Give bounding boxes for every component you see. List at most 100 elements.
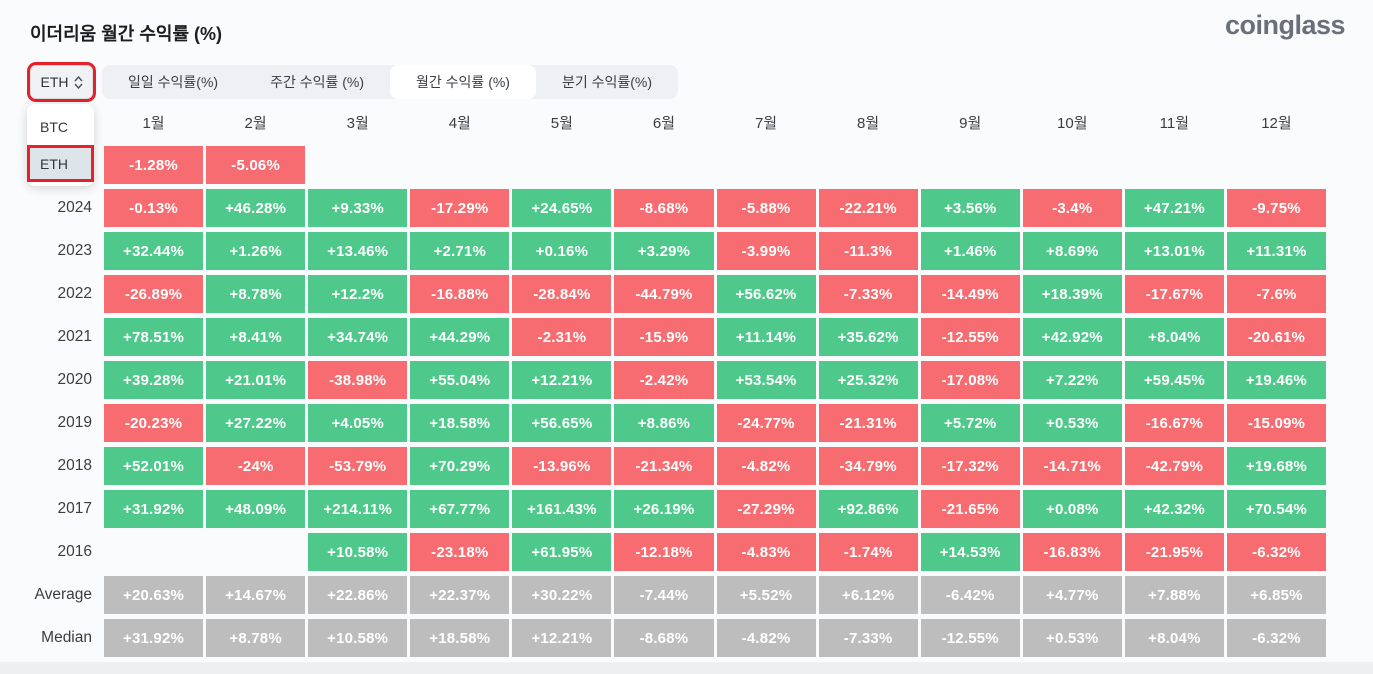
return-cell: -6.32% — [1226, 533, 1326, 571]
return-cell: +44.29% — [410, 318, 510, 356]
return-cell: -13.96% — [512, 447, 612, 485]
coin-selector[interactable]: ETH — [30, 65, 93, 99]
return-cell: -21.34% — [614, 447, 714, 485]
month-header: 8월 — [857, 114, 880, 132]
return-cell: +31.92% — [104, 490, 204, 528]
return-cell: -24.77% — [716, 404, 816, 442]
return-cell: +214.11% — [308, 490, 408, 528]
month-header: 11월 — [1159, 114, 1190, 132]
return-cell: +19.68% — [1226, 447, 1326, 485]
return-cell — [1023, 146, 1122, 184]
return-cell: -16.88% — [410, 275, 510, 313]
return-cell: +0.08% — [1022, 490, 1122, 528]
coin-dropdown-menu: BTC ETH — [27, 104, 94, 186]
return-cell: +67.77% — [410, 490, 510, 528]
return-cell: -16.67% — [1124, 404, 1224, 442]
return-cell — [717, 146, 816, 184]
month-header: 2월 — [244, 114, 267, 132]
year-label: Median — [41, 629, 92, 646]
return-cell: +1.26% — [206, 232, 306, 270]
return-cell: +18.58% — [410, 404, 510, 442]
return-cell: +42.32% — [1124, 490, 1224, 528]
return-cell: +3.29% — [614, 232, 714, 270]
month-header: 12월 — [1261, 114, 1292, 132]
return-cell: -6.42% — [920, 576, 1020, 614]
return-cell: +42.92% — [1022, 318, 1122, 356]
return-cell: +12.21% — [512, 619, 612, 657]
return-cell: -15.09% — [1226, 404, 1326, 442]
return-cell: +31.92% — [104, 619, 204, 657]
return-cell: +18.39% — [1022, 275, 1122, 313]
month-header: 3월 — [346, 114, 369, 132]
return-cell: -7.33% — [818, 619, 918, 657]
return-cell: -4.82% — [716, 447, 816, 485]
return-cell: -9.75% — [1226, 189, 1326, 227]
return-cell: -23.18% — [410, 533, 510, 571]
return-cell: -42.79% — [1124, 447, 1224, 485]
return-cell: -0.13% — [104, 189, 204, 227]
return-cell: -28.84% — [512, 275, 612, 313]
return-cell: -38.98% — [308, 361, 408, 399]
return-cell: -12.55% — [920, 318, 1020, 356]
return-cell: -8.68% — [614, 619, 714, 657]
return-cell: +61.95% — [512, 533, 612, 571]
return-cell: +7.88% — [1124, 576, 1224, 614]
return-cell: +7.22% — [1022, 361, 1122, 399]
return-cell: +10.58% — [308, 533, 408, 571]
return-cell: +34.74% — [308, 318, 408, 356]
return-cell: +1.46% — [920, 232, 1020, 270]
tab-quarterly-returns[interactable]: 분기 수익률(%) — [561, 74, 653, 90]
tab-monthly-returns[interactable]: 월간 수익률 (%) — [390, 65, 536, 99]
return-cell: +8.41% — [206, 318, 306, 356]
return-cell: +4.77% — [1022, 576, 1122, 614]
return-cell: +26.19% — [614, 490, 714, 528]
return-cell: -17.08% — [920, 361, 1020, 399]
return-cell: -22.21% — [818, 189, 918, 227]
return-cell: +8.78% — [206, 619, 306, 657]
return-cell: +14.53% — [920, 533, 1020, 571]
return-cell: +32.44% — [104, 232, 204, 270]
page-bottom-strip — [0, 662, 1373, 674]
return-cell — [410, 146, 509, 184]
year-label: 2023 — [57, 242, 92, 259]
year-label: 2018 — [57, 457, 92, 474]
return-cell: -3.4% — [1022, 189, 1122, 227]
return-cell: +39.28% — [104, 361, 204, 399]
return-cell: +8.78% — [206, 275, 306, 313]
return-cell: +55.04% — [410, 361, 510, 399]
page-title: 이더리움 월간 수익률 (%) — [30, 24, 223, 44]
return-cell: +46.28% — [206, 189, 306, 227]
tab-daily-returns[interactable]: 일일 수익률(%) — [128, 74, 219, 90]
return-cell: +0.53% — [1022, 619, 1122, 657]
month-header: 9월 — [959, 114, 982, 132]
return-cell: -15.9% — [614, 318, 714, 356]
return-cell: -20.23% — [104, 404, 204, 442]
year-label: 2016 — [57, 543, 92, 560]
return-cell: +24.65% — [512, 189, 612, 227]
return-cell: +25.32% — [818, 361, 918, 399]
dropdown-option-btc[interactable]: BTC — [40, 118, 68, 135]
return-cell: -4.82% — [716, 619, 816, 657]
return-cell: -53.79% — [308, 447, 408, 485]
tab-weekly-returns[interactable]: 주간 수익률 (%) — [270, 74, 365, 90]
return-cell: -11.3% — [818, 232, 918, 270]
return-cell: +59.45% — [1124, 361, 1224, 399]
return-cell: -24% — [206, 447, 306, 485]
return-cell: +20.63% — [104, 576, 204, 614]
returns-period-tabs: 일일 수익률(%) 주간 수익률 (%) 월간 수익률 (%) 분기 수익률(%… — [102, 65, 679, 99]
return-cell: -17.32% — [920, 447, 1020, 485]
return-cell — [921, 146, 1020, 184]
month-header: 6월 — [652, 114, 676, 132]
dropdown-option-eth[interactable]: ETH — [27, 145, 94, 182]
year-label: 2017 — [57, 500, 92, 517]
return-cell: -27.29% — [716, 490, 816, 528]
year-label: Average — [34, 586, 92, 603]
return-cell — [1227, 146, 1326, 184]
return-cell: +6.12% — [818, 576, 918, 614]
return-cell: -12.18% — [614, 533, 714, 571]
return-cell: +5.72% — [920, 404, 1020, 442]
return-cell: -16.83% — [1022, 533, 1122, 571]
return-cell: -3.99% — [716, 232, 816, 270]
return-cell: +56.62% — [716, 275, 816, 313]
return-cell: -17.29% — [410, 189, 510, 227]
